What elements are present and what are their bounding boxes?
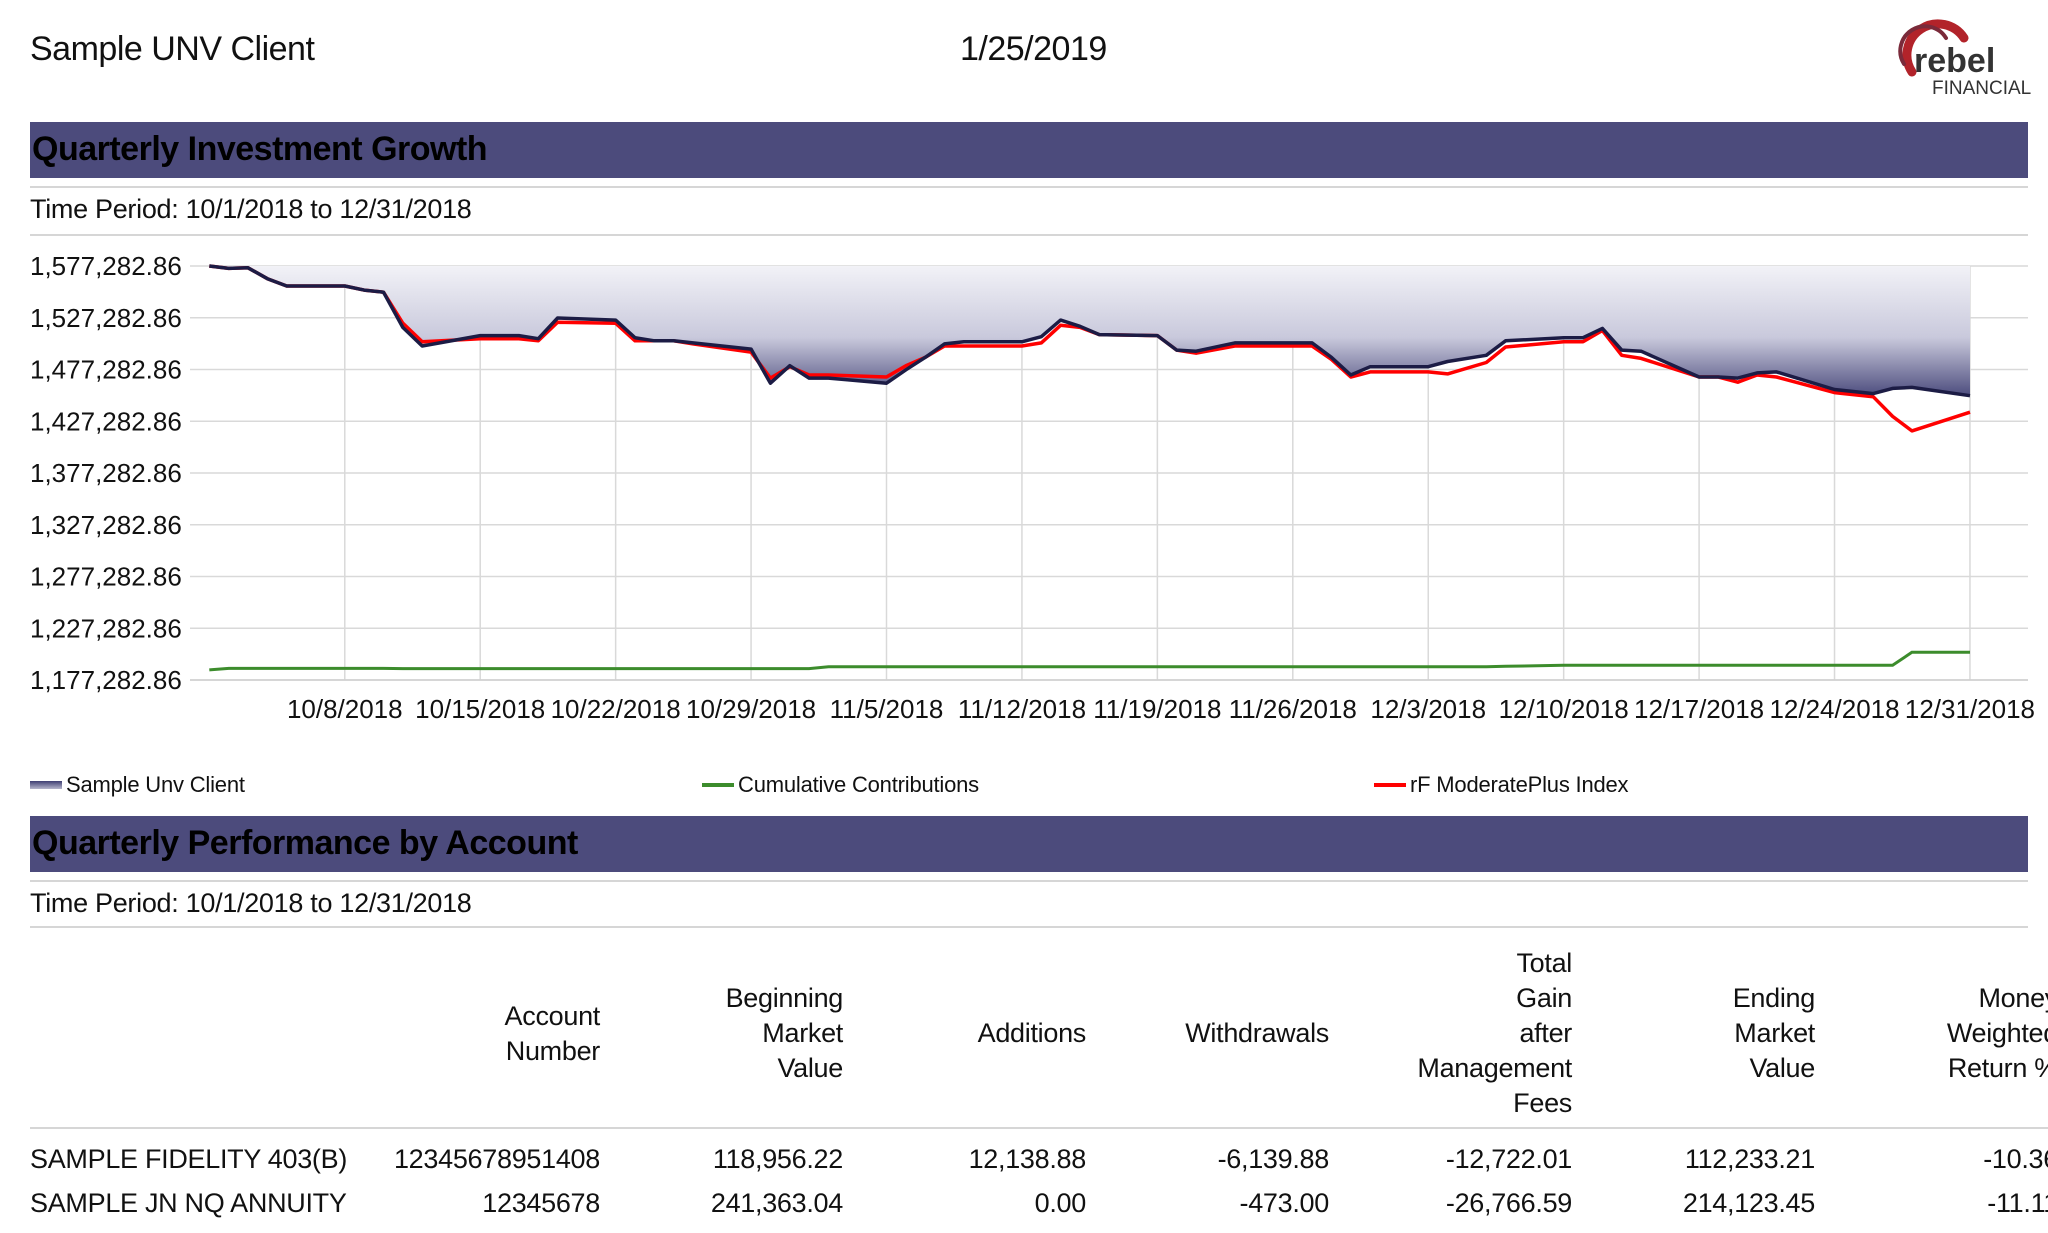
cell-withdrawals: -6,139.88 — [1217, 1143, 1330, 1174]
x-tick-label: 12/24/2018 — [1769, 694, 1899, 724]
growth-time-period: Time Period: 10/1/2018 to 12/31/2018 — [30, 194, 472, 224]
legend-item-contributions: Cumulative Contributions — [702, 772, 979, 798]
legend-item-client: Sample Unv Client — [30, 772, 245, 798]
divider — [30, 926, 2028, 928]
legend-swatch-client — [30, 781, 62, 789]
x-tick-label: 11/5/2018 — [830, 694, 944, 724]
y-tick-label: 1,427,282.86 — [30, 406, 182, 436]
performance-table: Account Number Beginning Market Value Additio… — [30, 940, 2048, 1225]
logo-subword: FINANCIAL — [1932, 78, 2031, 98]
x-tick-label: 11/19/2018 — [1093, 694, 1221, 724]
divider — [30, 234, 2028, 236]
column-header-beginning-value: Beginning Market Value — [725, 983, 844, 1083]
y-tick-label: 1,327,282.86 — [30, 510, 182, 540]
cell-account-number: 12345678951408 — [393, 1143, 600, 1174]
cell-additions: 0.00 — [1034, 1187, 1087, 1218]
x-tick-label: 12/17/2018 — [1634, 694, 1764, 724]
y-tick-label: 1,477,282.86 — [30, 355, 182, 385]
y-tick-label: 1,577,282.86 — [30, 251, 182, 281]
cell-additions: 12,138.88 — [968, 1143, 1087, 1174]
series-line-contributions — [209, 650, 1970, 672]
report-date: 1/25/2019 — [960, 30, 1107, 68]
column-header-withdrawals: Withdrawals — [1185, 1018, 1329, 1048]
legend-label-contributions: Cumulative Contributions — [738, 772, 979, 797]
series-line-index — [209, 264, 1971, 433]
table-row: SAMPLE FIDELITY 403(B) 12345678951408 118,… — [30, 1128, 2048, 1181]
logo-word: rebel — [1914, 42, 1995, 80]
table-row: SAMPLE JN NQ ANNUITY 12345678 241,363.04 0.… — [30, 1181, 2048, 1225]
cell-return-pct: -11.11 — [1987, 1187, 2048, 1218]
performance-time-period: Time Period: 10/1/2018 to 12/31/2018 — [30, 888, 472, 918]
cell-account-number: 12345678 — [482, 1187, 600, 1218]
cell-withdrawals: -473.00 — [1239, 1187, 1330, 1218]
divider — [30, 880, 2028, 882]
column-header-return-pct: MoneyWeightedReturn % — [1946, 983, 2048, 1083]
divider — [30, 186, 2028, 188]
x-tick-label: 11/26/2018 — [1229, 694, 1357, 724]
y-tick-label: 1,277,282.86 — [30, 562, 182, 592]
legend-label-client: Sample Unv Client — [66, 772, 245, 797]
growth-section-header: Quarterly Investment Growth — [30, 122, 2028, 178]
performance-section-title: Quarterly Performance by Account — [32, 824, 578, 862]
performance-section-header: Quarterly Performance by Account — [30, 816, 2028, 872]
client-area — [209, 266, 1970, 396]
cell-ending-value: 214,123.45 — [1682, 1187, 1815, 1218]
column-header-ending-value: Ending Market Value — [1732, 983, 1816, 1083]
column-header-account-number: Account Number — [504, 1000, 601, 1066]
cell-account-name: SAMPLE JN NQ ANNUITY — [30, 1187, 347, 1218]
x-tick-label: 10/22/2018 — [551, 694, 681, 724]
cell-ending-value: 112,233.21 — [1684, 1143, 1815, 1174]
x-tick-label: 11/12/2018 — [958, 694, 1086, 724]
column-header-total-gain: Total Gain after Management Fees — [1417, 948, 1572, 1118]
x-tick-label: 10/8/2018 — [287, 694, 403, 724]
x-tick-label: 12/3/2018 — [1370, 694, 1486, 724]
x-tick-label: 12/10/2018 — [1499, 694, 1629, 724]
x-tick-label: 10/15/2018 — [415, 694, 545, 724]
investment-growth-chart: 1,577,282.86 1,527,282.86 1,477,282.86 1,42… — [30, 251, 2035, 724]
column-header-account-name — [30, 940, 270, 1128]
cell-account-name: SAMPLE FIDELITY 403(B) — [30, 1143, 348, 1174]
y-tick-label: 1,227,282.86 — [30, 613, 182, 643]
rebel-financial-logo: rebel FINANCIAL — [1898, 19, 2031, 98]
series-line-client — [209, 264, 1971, 398]
y-tick-label: 1,527,282.86 — [30, 303, 182, 333]
growth-section-title: Quarterly Investment Growth — [32, 130, 488, 168]
cell-beginning-value: 118,956.22 — [712, 1143, 843, 1174]
client-name: Sample UNV Client — [30, 30, 315, 68]
legend-label-index: rF ModeratePlus Index — [1410, 772, 1629, 797]
column-header-additions: Additions — [977, 1018, 1087, 1048]
cell-total-gain: -12,722.01 — [1445, 1143, 1572, 1174]
y-tick-label: 1,177,282.86 — [30, 665, 182, 695]
cell-total-gain: -26,766.59 — [1445, 1187, 1572, 1218]
cell-return-pct: -10.36 — [1983, 1143, 2048, 1174]
legend-swatch-contributions — [702, 783, 734, 787]
table-header-row: Account Number Beginning Market Value Additio… — [30, 940, 2048, 1128]
cell-beginning-value: 241,363.04 — [710, 1187, 843, 1218]
x-tick-label: 10/29/2018 — [686, 694, 816, 724]
legend-swatch-index — [1374, 783, 1406, 787]
x-tick-label: 12/31/2018 — [1905, 694, 2035, 724]
y-tick-label: 1,377,282.86 — [30, 458, 182, 488]
legend-item-index: rF ModeratePlus Index — [1374, 772, 1629, 798]
